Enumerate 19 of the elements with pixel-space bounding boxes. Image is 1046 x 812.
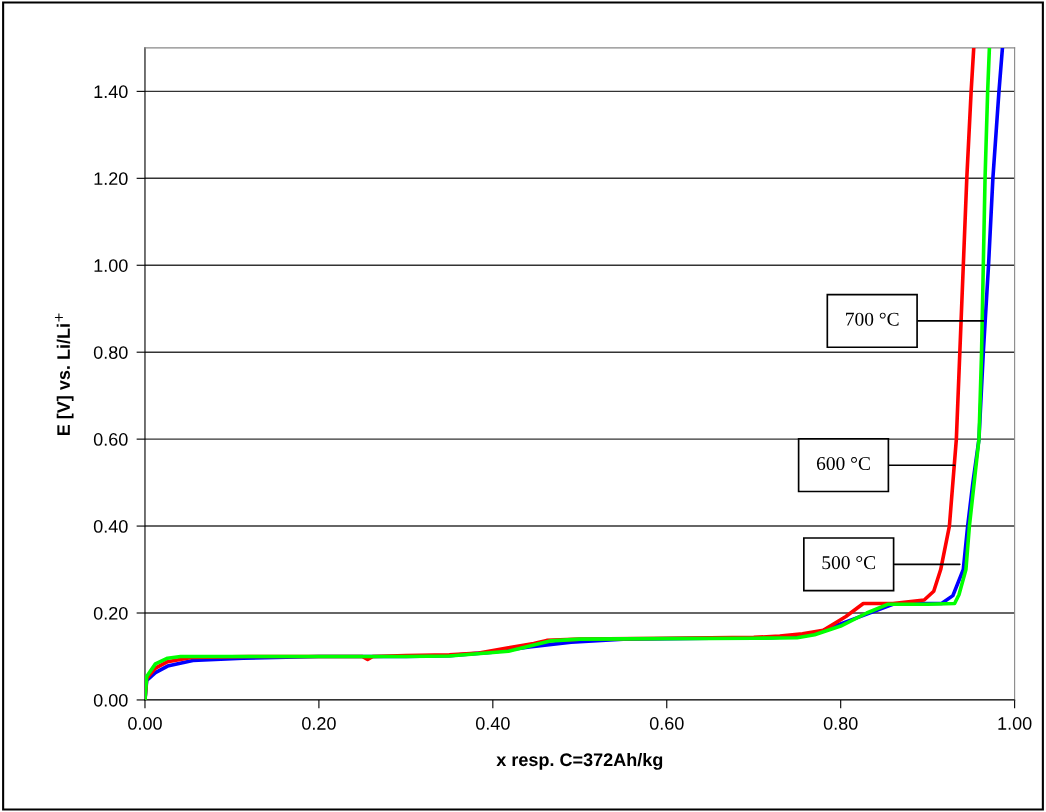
x-axis-title: x resp. C=372Ah/kg	[496, 752, 663, 770]
annotation: 600 °C	[816, 456, 870, 471]
x-tick-label: 0.80	[823, 717, 858, 730]
y-tick-label: 0.80	[93, 346, 128, 359]
x-tick-label: 0.00	[128, 717, 162, 730]
y-axis-title: E [V] vs. Li/Li$^{+}$	[54, 313, 74, 436]
x-tick-label: 0.20	[302, 717, 336, 730]
annotation: 500 °C	[822, 556, 876, 570]
x-tick-label: 0.60	[649, 717, 684, 730]
y-tick-label: 1.40	[94, 85, 128, 99]
y-tick-label: 1.20	[94, 172, 128, 186]
y-tick-label: 0.20	[93, 606, 128, 620]
annotation: 700 °C	[846, 312, 899, 326]
y-tick-label: 0.00	[93, 693, 128, 707]
y-tick-label: 0.40	[93, 520, 128, 533]
y-tick-label: 0.60	[93, 433, 128, 446]
x-tick-label: 0.40	[475, 717, 510, 730]
x-tick-label: 1.00	[998, 717, 1032, 730]
y-tick-label: 1.00	[94, 259, 128, 272]
